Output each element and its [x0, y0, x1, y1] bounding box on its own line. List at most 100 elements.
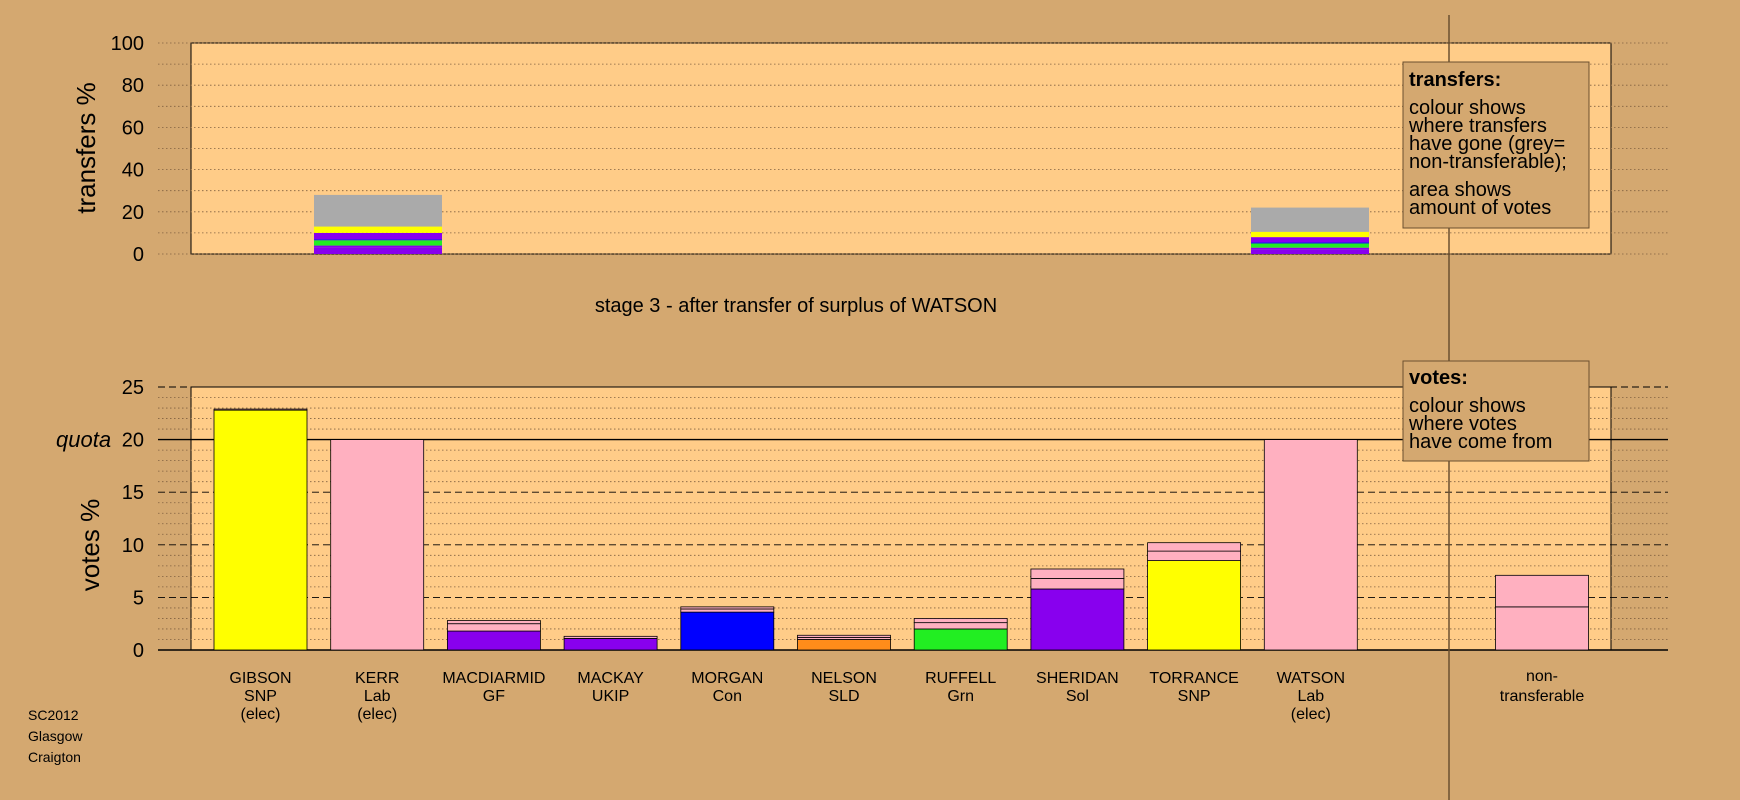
- vote-segment: [1147, 542, 1241, 552]
- transfers-bars: [314, 194, 1369, 254]
- vote-segment: [446, 630, 541, 651]
- candidate-label: Lab: [1297, 688, 1324, 705]
- votes-y-tick-label: 0: [133, 640, 144, 662]
- vote-segment: [913, 628, 1008, 651]
- votes-legend-line: colour shows: [1409, 395, 1526, 417]
- votes-legend-line: have come from: [1409, 431, 1552, 453]
- candidate-label: SNP: [244, 688, 277, 705]
- transfers-legend-line: colour shows: [1409, 97, 1526, 119]
- transfer-segment: [314, 232, 442, 240]
- candidate-label: (elec): [240, 706, 280, 723]
- transfers-legend: transfers: colour shows where transfers …: [1402, 61, 1590, 229]
- vote-segment: [1147, 550, 1241, 561]
- transfer-segment: [314, 247, 442, 254]
- vote-segment: [680, 606, 775, 610]
- transfers-y-tick-label: 40: [122, 160, 144, 182]
- vote-segment: [913, 622, 1008, 630]
- vote-segment: [680, 608, 775, 613]
- transfers-legend-line: area shows: [1409, 179, 1511, 201]
- transfer-segment: [1251, 249, 1369, 254]
- votes-legend-line: where votes: [1408, 413, 1517, 435]
- candidate-label: KERR: [355, 670, 399, 687]
- transfers-legend-heading: transfers:: [1409, 69, 1501, 91]
- transfers-y-tick-label: 60: [122, 117, 144, 139]
- transfer-segment: [1251, 231, 1369, 238]
- votes-plot-area: [190, 386, 1612, 651]
- vote-segment: [797, 639, 891, 651]
- votes-y-tick-label: 10: [122, 535, 144, 557]
- candidate-label: WATSON: [1277, 670, 1345, 687]
- transfers-y-tick-label: 100: [111, 33, 144, 55]
- footer-line: SC2012: [28, 707, 79, 723]
- transfers-legend-line: non-transferable);: [1409, 151, 1567, 173]
- transfers-y-tick-label: 20: [122, 202, 144, 224]
- footer-line: Glasgow: [28, 728, 83, 744]
- transfers-y-ticks: 0 20 40 60 80 100: [111, 33, 144, 266]
- vote-segment: [680, 611, 775, 651]
- candidate-label: (elec): [1291, 706, 1331, 723]
- vote-segment: [563, 638, 658, 651]
- transfer-segment: [314, 239, 442, 241]
- vote-segment: [1263, 439, 1358, 651]
- candidate-label: MACDIARMID: [442, 670, 545, 687]
- vote-segment: [1030, 578, 1125, 590]
- votes-y-ticks: 0 5 10 15 20 25: [122, 377, 144, 662]
- vote-segment: [446, 623, 541, 632]
- vote-segment: [1495, 574, 1589, 608]
- candidate-label: Grn: [947, 688, 974, 705]
- votes-axis-title: votes %: [75, 499, 105, 592]
- transfers-y-tick-label: 0: [133, 244, 144, 266]
- vote-segment: [1030, 568, 1125, 579]
- votes-legend: votes: colour shows where votes have com…: [1402, 360, 1590, 462]
- candidate-label: MORGAN: [691, 670, 763, 687]
- transfer-segment: [1251, 243, 1369, 248]
- vote-segment: [213, 409, 308, 651]
- candidate-label: (elec): [357, 706, 397, 723]
- vote-segment: [563, 635, 658, 639]
- vote-segment: [1030, 588, 1125, 651]
- transfers-y-tick-label: 80: [122, 75, 144, 97]
- candidate-label: Lab: [364, 688, 391, 705]
- transfers-legend-line: where transfers: [1408, 115, 1547, 137]
- vote-segment: [1495, 606, 1589, 651]
- candidate-label: GIBSON: [229, 670, 291, 687]
- candidate-label: Con: [713, 688, 742, 705]
- transfers-axis-title: transfers %: [71, 82, 101, 214]
- votes-y-tick-label: 20: [122, 430, 144, 452]
- footer-line: Craigton: [28, 749, 81, 765]
- vote-segment: [213, 408, 308, 411]
- stage-title: stage 3 - after transfer of surplus of W…: [595, 295, 997, 317]
- votes-legend-heading: votes:: [1409, 367, 1468, 389]
- transfers-legend-line: amount of votes: [1409, 197, 1551, 219]
- candidate-label: SHERIDAN: [1036, 670, 1119, 687]
- candidate-labels: GIBSONSNP(elec)KERRLab(elec)MACDIARMIDGF…: [229, 668, 1584, 723]
- transfer-segment: [314, 245, 442, 248]
- candidate-label: SLD: [828, 688, 859, 705]
- candidate-label: NELSON: [811, 670, 877, 687]
- transfer-segment: [314, 240, 442, 246]
- votes-bars: [213, 408, 1589, 651]
- transfer-segment: [1251, 247, 1369, 250]
- candidate-label: SNP: [1178, 688, 1211, 705]
- vote-segment: [446, 620, 541, 625]
- votes-y-tick-label: 25: [122, 377, 144, 399]
- votes-y-tick-label: 5: [133, 587, 144, 609]
- candidate-label: GF: [483, 688, 505, 705]
- transfer-segment: [314, 226, 442, 233]
- candidate-label: RUFFELL: [925, 670, 996, 687]
- nontransferable-label: non-: [1526, 668, 1558, 685]
- vote-segment: [330, 439, 425, 651]
- candidate-label: UKIP: [592, 688, 629, 705]
- nontransferable-label: transferable: [1500, 688, 1585, 705]
- transfer-segment: [1251, 242, 1369, 244]
- vote-segment: [1147, 560, 1241, 651]
- transfer-segment: [1251, 207, 1369, 232]
- candidate-label: MACKAY: [577, 670, 644, 687]
- candidate-label: Sol: [1066, 688, 1089, 705]
- vote-segment: [797, 634, 891, 638]
- candidate-label: TORRANCE: [1149, 670, 1239, 687]
- transfer-segment: [1251, 237, 1369, 243]
- transfer-segment: [314, 194, 442, 227]
- votes-y-tick-label: 15: [122, 482, 144, 504]
